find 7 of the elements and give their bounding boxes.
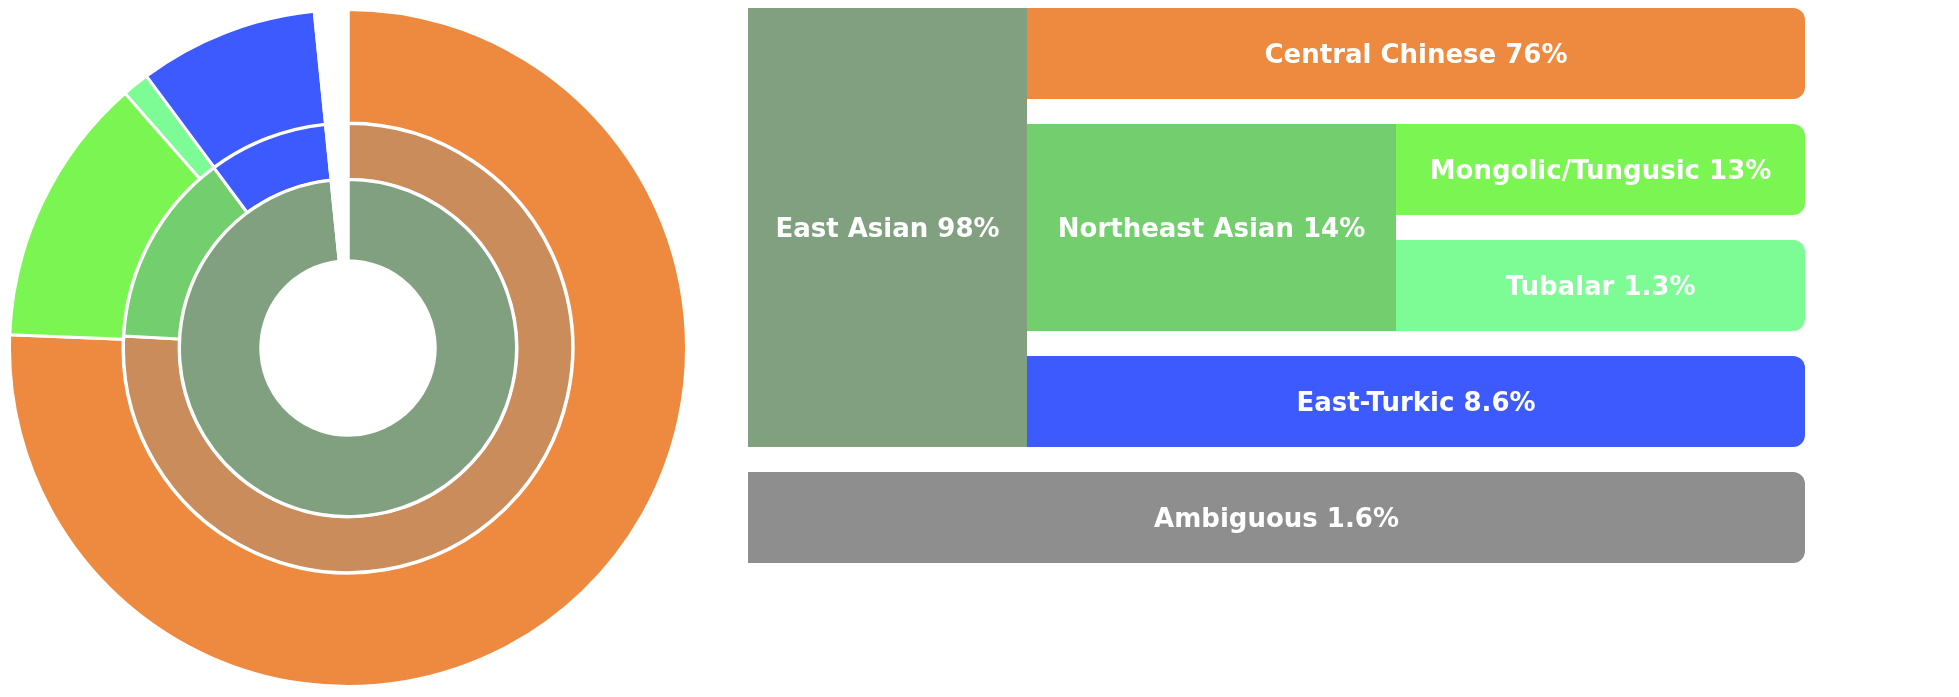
- text: Northeast Asian 14%: [1057, 212, 1366, 243]
- text: Tubalar 1.3%: [1505, 270, 1696, 301]
- text: Central Chinese 76%: [1264, 38, 1568, 69]
- text: East Asian 98%: [775, 212, 1000, 243]
- text: East-Turkic 8.6%: [1296, 386, 1536, 417]
- text: Ambiguous 1.6%: [1154, 502, 1399, 533]
- text: Mongolic/Tungusic 13%: [1429, 154, 1772, 185]
